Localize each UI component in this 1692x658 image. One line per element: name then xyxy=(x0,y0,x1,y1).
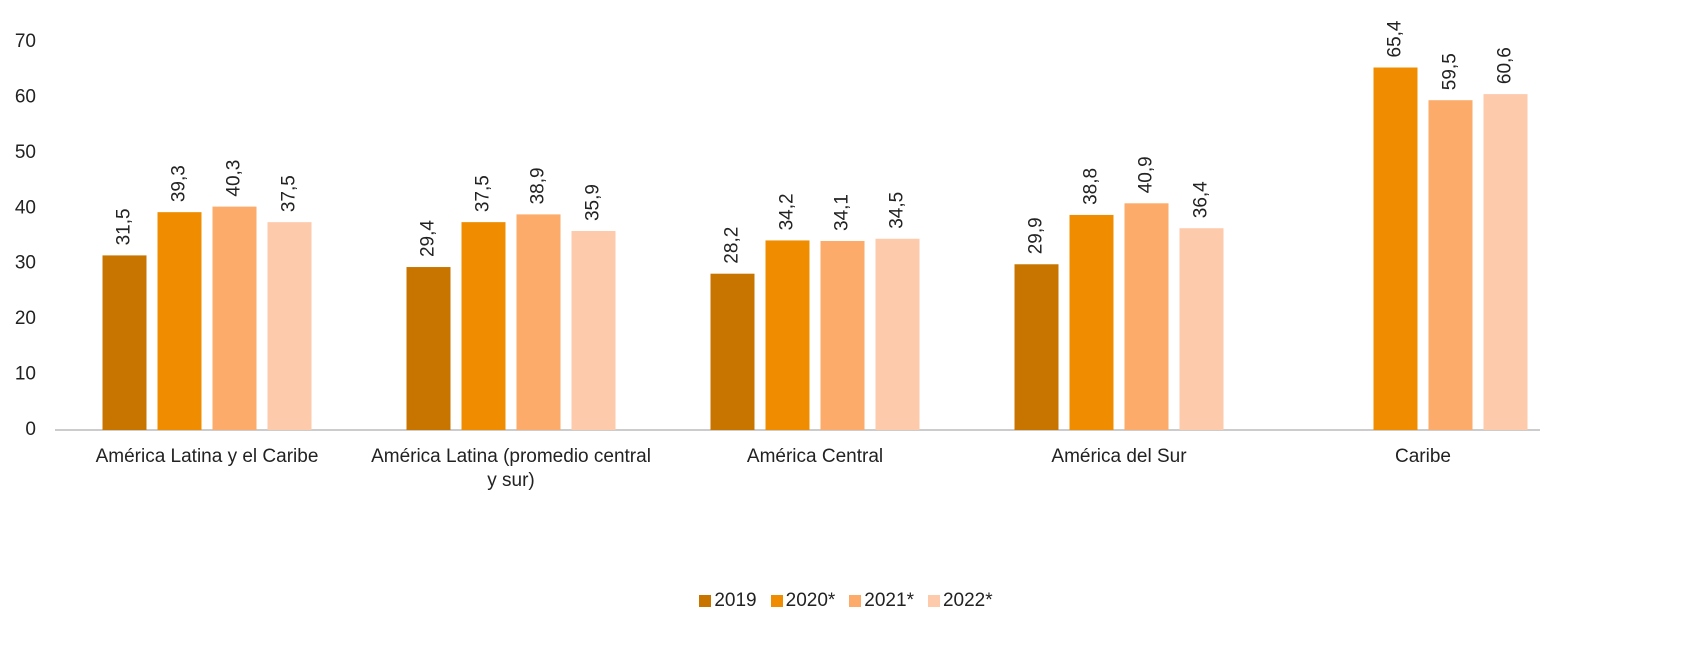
value-label: 38,9 xyxy=(528,167,549,204)
bar xyxy=(765,240,810,430)
value-label: 37,5 xyxy=(279,175,300,212)
bar xyxy=(1483,94,1528,431)
bar xyxy=(461,222,506,430)
value-label: 34,5 xyxy=(887,192,908,229)
value-label: 29,4 xyxy=(418,220,439,257)
legend-item: 2019 xyxy=(699,590,757,612)
value-label: 39,3 xyxy=(169,165,190,202)
x-tick-label: Caribe xyxy=(1395,446,1451,467)
value-label: 60,6 xyxy=(1495,47,1516,84)
bar xyxy=(1069,214,1114,430)
value-label: 31,5 xyxy=(114,208,135,245)
legend-label: 2020* xyxy=(785,590,836,611)
value-label: 65,4 xyxy=(1385,20,1406,57)
value-label: 35,9 xyxy=(583,184,604,221)
bar xyxy=(710,273,755,430)
bar xyxy=(1124,203,1169,430)
y-tick-label: 0 xyxy=(25,419,36,440)
y-tick-label: 70 xyxy=(15,31,36,52)
value-label: 28,2 xyxy=(722,227,743,264)
bar xyxy=(1373,67,1418,431)
value-label: 36,4 xyxy=(1191,181,1212,218)
bar xyxy=(212,206,257,430)
legend-label: 2022* xyxy=(942,590,993,611)
value-label: 34,1 xyxy=(832,194,853,231)
y-tick-label: 50 xyxy=(15,142,36,163)
legend: 2019 2020* 2021* 2022* xyxy=(0,590,1692,612)
x-tick-label: América Latina (promedio central y sur) xyxy=(371,446,651,491)
x-tick-label: América Central xyxy=(746,446,884,467)
bar xyxy=(875,238,920,430)
bar xyxy=(157,212,202,430)
value-label: 37,5 xyxy=(473,175,494,212)
bar xyxy=(516,214,561,430)
legend-swatch xyxy=(770,595,783,607)
bar xyxy=(820,240,865,430)
value-label: 40,9 xyxy=(1136,156,1157,193)
x-tick-label: América Latina y el Caribe xyxy=(95,446,319,467)
y-tick-label: 40 xyxy=(15,197,36,218)
legend-item: 2020* xyxy=(770,590,836,612)
legend-item: 2022* xyxy=(927,590,993,612)
value-label: 34,2 xyxy=(777,193,798,230)
value-label: 38,8 xyxy=(1081,168,1102,205)
legend-swatch xyxy=(927,595,940,607)
legend-label: 2021* xyxy=(864,590,914,611)
y-tick-label: 10 xyxy=(15,364,36,385)
bar xyxy=(267,222,312,430)
value-label: 40,3 xyxy=(224,160,245,197)
y-tick-label: 30 xyxy=(15,253,36,274)
legend-item: 2021* xyxy=(849,590,914,612)
bar xyxy=(1179,228,1224,430)
legend-label: 2019 xyxy=(714,590,757,611)
value-label: 59,5 xyxy=(1440,53,1461,90)
x-tick-label: América del Sur xyxy=(1051,446,1187,467)
value-label: 29,9 xyxy=(1026,217,1047,254)
legend-swatch xyxy=(699,595,712,607)
legend-swatch xyxy=(849,595,862,607)
bar xyxy=(1014,264,1059,430)
bar xyxy=(406,267,451,430)
y-tick-label: 60 xyxy=(15,86,36,107)
bar xyxy=(102,255,147,430)
y-tick-label: 20 xyxy=(15,308,36,329)
bar xyxy=(1428,100,1473,430)
bar xyxy=(571,231,616,430)
